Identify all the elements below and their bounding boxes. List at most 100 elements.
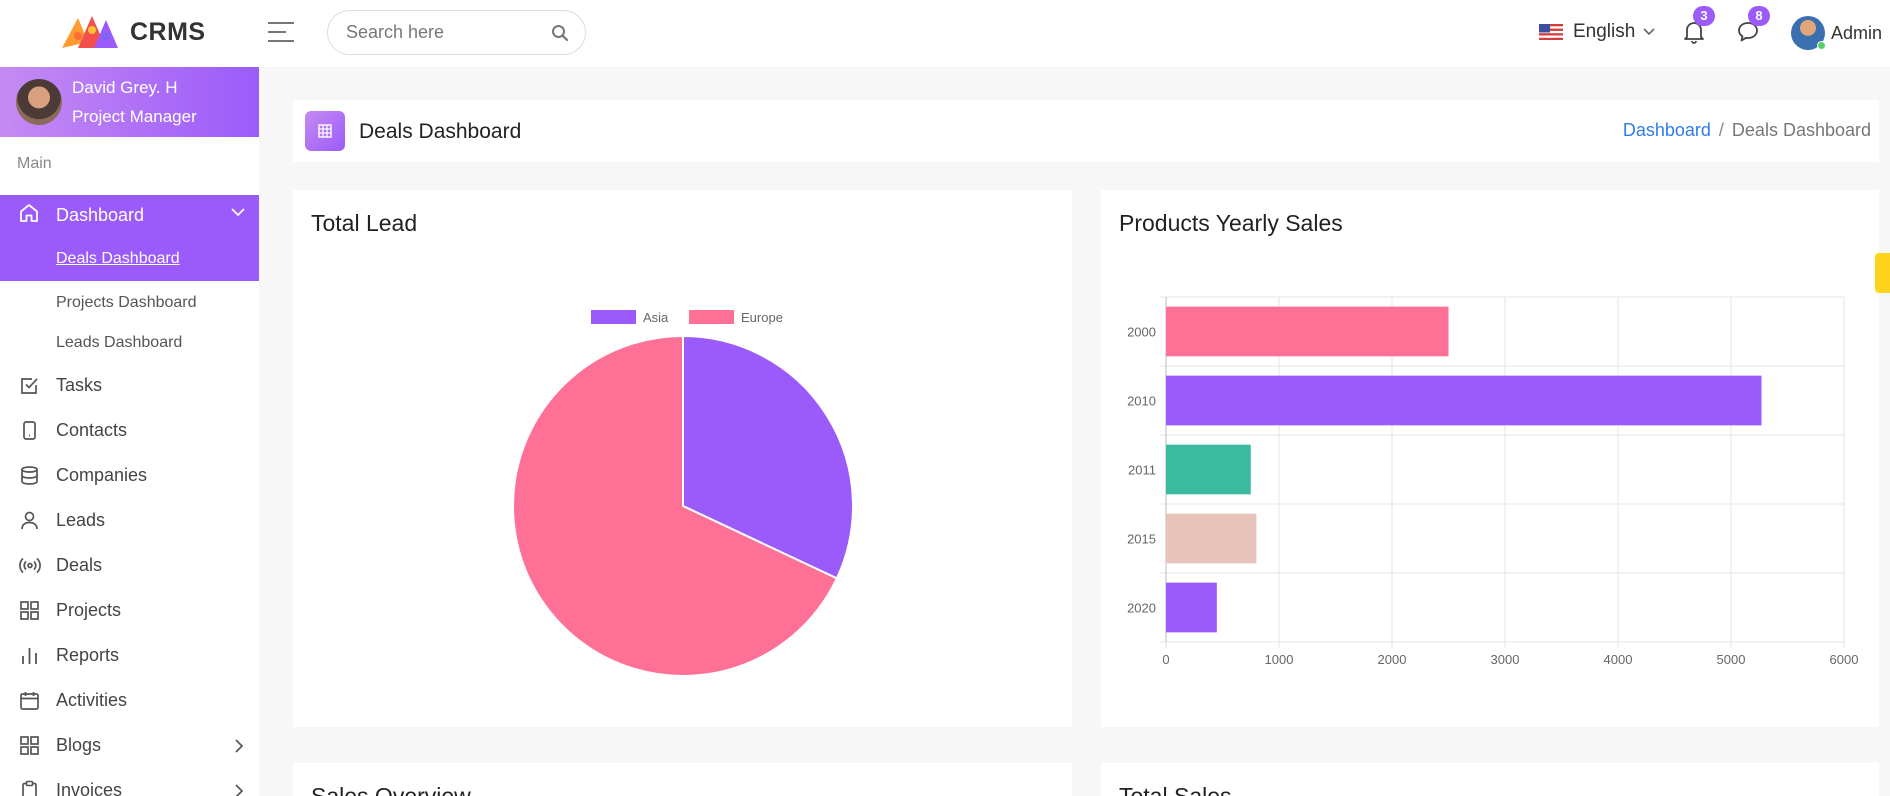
sidebar-item-label: Contacts xyxy=(56,420,128,440)
card-title: Total Lead xyxy=(311,210,418,236)
bar-2015[interactable] xyxy=(1166,513,1257,564)
sidebar-item-leads[interactable]: Leads xyxy=(0,498,259,543)
database-icon xyxy=(19,465,41,486)
x-tick-label: 3000 xyxy=(1491,652,1520,667)
x-tick-label: 0 xyxy=(1162,652,1169,667)
avatar xyxy=(1791,16,1826,50)
sidebar-subitem-projects-dashboard[interactable]: Projects Dashboard xyxy=(56,294,197,311)
sidebar-item-invoices[interactable]: Invoices xyxy=(0,768,259,796)
total-lead-card: Total Lead Asia Europe xyxy=(293,190,1072,727)
logo[interactable]: CRMS xyxy=(58,12,206,52)
chat-icon xyxy=(1738,22,1758,42)
legend-label: Asia xyxy=(643,310,669,325)
calendar-icon xyxy=(19,690,41,711)
bar-2011[interactable] xyxy=(1166,444,1251,495)
menu-section-title: Main xyxy=(17,155,52,172)
user-menu[interactable]: Admin xyxy=(1791,16,1882,50)
sales-overview-card: Sales Overview xyxy=(293,763,1072,796)
grid-icon xyxy=(19,600,41,621)
table-icon xyxy=(305,111,345,151)
chevron-right-icon xyxy=(235,784,244,796)
x-tick-label: 2000 xyxy=(1378,652,1407,667)
logo-icon xyxy=(62,16,118,48)
card-title: Products Yearly Sales xyxy=(1119,210,1343,236)
y-tick-label: 2015 xyxy=(1127,532,1156,547)
sidebar-item-deals[interactable]: Deals xyxy=(0,543,259,588)
card-title: Sales Overview xyxy=(311,783,471,796)
profile-role: Project Manager xyxy=(72,107,197,126)
bar-2010[interactable] xyxy=(1166,375,1762,426)
broadcast-icon xyxy=(19,555,41,576)
legend-swatch xyxy=(689,310,734,324)
sidebar-item-contacts[interactable]: Contacts xyxy=(0,408,259,453)
total-sales-card: Total Sales xyxy=(1101,763,1879,796)
sidebar-item-companies[interactable]: Companies xyxy=(0,453,259,498)
x-tick-label: 1000 xyxy=(1265,652,1294,667)
sidebar-item-label: Projects xyxy=(56,600,122,620)
sidebar-subitem-deals-dashboard[interactable]: Deals Dashboard xyxy=(56,250,180,267)
phone-icon xyxy=(19,420,41,441)
breadcrumb-current: Deals Dashboard xyxy=(1731,120,1871,140)
sidebar-item-label: Blogs xyxy=(56,735,102,755)
page-title: Deals Dashboard xyxy=(359,120,522,143)
profile-name: David Grey. H xyxy=(72,78,178,97)
home-icon xyxy=(18,202,40,229)
pie-chart: Asia Europe xyxy=(512,310,854,677)
breadcrumb-home-link[interactable]: Dashboard xyxy=(1622,120,1711,140)
notifications-button[interactable]: 3 xyxy=(1683,6,1715,49)
language-label: English xyxy=(1573,21,1636,42)
sidebar-item-label: Leads xyxy=(56,510,106,530)
breadcrumb-separator: / xyxy=(1718,120,1724,140)
legend-swatch xyxy=(591,310,636,324)
sidebar-item-label: Reports xyxy=(56,645,120,665)
us-flag-icon xyxy=(1539,24,1563,40)
sidebar-item-reports[interactable]: Reports xyxy=(0,633,259,678)
hamburger-line xyxy=(268,40,294,42)
breadcrumb: Dashboard / Deals Dashboard xyxy=(1623,120,1871,141)
legend-label: Europe xyxy=(741,310,783,325)
top-header: CRMS English 3 8 Admin xyxy=(0,0,1890,67)
sidebar-subitem-leads-dashboard[interactable]: Leads Dashboard xyxy=(56,334,183,351)
chart-legend: Asia Europe xyxy=(591,310,783,325)
y-tick-label: 2010 xyxy=(1127,394,1156,409)
online-status-dot xyxy=(1817,41,1826,50)
language-selector[interactable]: English xyxy=(1539,21,1655,43)
sidebar-item-label: Deals xyxy=(56,555,103,575)
sidebar-item-projects[interactable]: Projects xyxy=(0,588,259,633)
clipboard-icon xyxy=(19,780,41,796)
dashboard-menu-toggle[interactable]: Dashboard xyxy=(0,195,259,236)
y-tick-label: 2020 xyxy=(1127,601,1156,616)
messages-button[interactable]: 8 xyxy=(1736,6,1770,49)
sidebar-profile[interactable]: David Grey. H Project Manager xyxy=(0,67,259,137)
products-yearly-sales-card: Products Yearly Sales 0 1000 2000 3000 4000 5… xyxy=(1101,190,1879,727)
sidebar-item-label: Dashboard xyxy=(56,205,145,225)
user-icon xyxy=(19,510,41,531)
logo-text: CRMS xyxy=(130,17,206,46)
bar-2020[interactable] xyxy=(1166,582,1217,633)
menu-toggle-button[interactable] xyxy=(268,22,294,44)
notifications-badge: 3 xyxy=(1693,6,1715,26)
sidebar-item-label: Tasks xyxy=(56,375,103,395)
card-title: Total Sales xyxy=(1119,783,1232,796)
bar-chart-icon xyxy=(19,645,41,666)
search-box xyxy=(327,10,586,55)
sidebar-item-activities[interactable]: Activities xyxy=(0,678,259,723)
messages-badge: 8 xyxy=(1748,6,1770,26)
search-icon[interactable] xyxy=(551,24,569,47)
bar-chart: 0 1000 2000 3000 4000 5000 6000 2000 2010 2011 201… xyxy=(1127,296,1858,667)
sidebar-item-blogs[interactable]: Blogs xyxy=(0,723,259,768)
sidebar-item-dashboard: Dashboard Deals Dashboard xyxy=(0,195,259,281)
x-tick-label: 4000 xyxy=(1604,652,1633,667)
bar-2000[interactable] xyxy=(1166,306,1449,357)
pie-slice-europe[interactable] xyxy=(512,334,839,677)
page-header: Deals Dashboard Dashboard / Deals Dashboar… xyxy=(293,100,1879,162)
pie-slice-asia[interactable] xyxy=(682,334,854,580)
hamburger-line xyxy=(268,22,294,24)
profile-avatar xyxy=(16,79,62,125)
settings-tab[interactable] xyxy=(1875,253,1890,293)
grid-icon xyxy=(19,735,41,756)
search-input[interactable] xyxy=(346,22,536,43)
y-tick-label: 2000 xyxy=(1127,325,1156,340)
sidebar-item-tasks[interactable]: Tasks xyxy=(0,363,259,408)
sidebar-item-label: Invoices xyxy=(56,780,123,796)
